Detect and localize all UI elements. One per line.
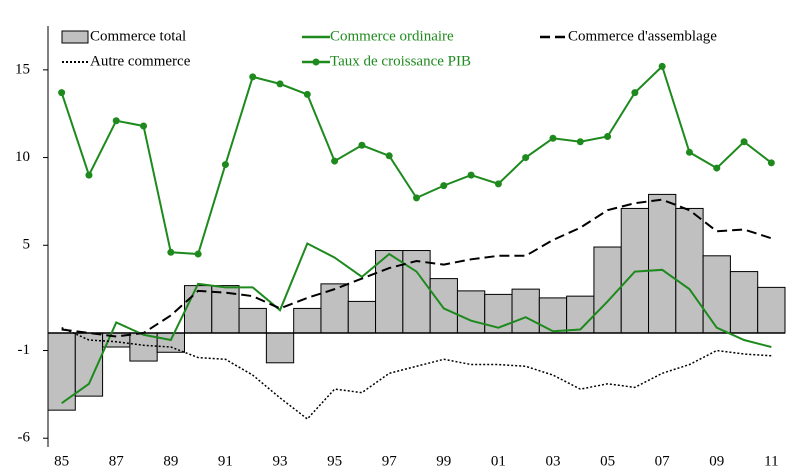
x-tick-label: 03: [545, 453, 560, 469]
x-tick-label: 07: [655, 453, 671, 469]
marker: [767, 159, 775, 167]
bar: [702, 255, 731, 334]
marker: [167, 248, 175, 256]
marker: [194, 250, 202, 258]
bar: [293, 307, 322, 334]
x-tick-label: 89: [163, 453, 178, 469]
bar: [47, 332, 76, 411]
marker: [604, 133, 612, 141]
bar: [675, 207, 704, 334]
marker: [549, 134, 557, 142]
line: [61, 327, 772, 420]
marker: [58, 89, 66, 97]
marker: [494, 180, 502, 188]
marker: [303, 90, 311, 98]
bar: [538, 297, 568, 334]
x-tick-label: 11: [764, 453, 778, 469]
marker: [276, 80, 284, 88]
bar: [729, 271, 759, 334]
marker: [713, 164, 721, 172]
line: [61, 242, 772, 404]
y-tick-label: -6: [18, 430, 31, 446]
marker: [658, 62, 666, 70]
bar: [265, 332, 295, 364]
marker: [85, 171, 93, 179]
legend-label: Commerce ordinaire: [330, 28, 454, 44]
bar: [183, 285, 213, 334]
marker: [467, 171, 475, 179]
legend-swatch: [61, 30, 89, 44]
marker: [221, 161, 229, 169]
marker: [385, 152, 393, 160]
marker: [249, 73, 257, 81]
y-tick-label: 10: [15, 149, 30, 165]
bar: [238, 307, 267, 334]
x-tick-label: 85: [54, 453, 69, 469]
x-tick-label: 99: [436, 453, 451, 469]
marker: [740, 138, 748, 146]
x-tick-label: 97: [382, 453, 398, 469]
marker: [576, 138, 584, 146]
bar: [320, 283, 349, 334]
y-tick-label: 5: [23, 237, 31, 253]
marker: [331, 157, 339, 165]
y-tick-label: -1: [18, 342, 31, 358]
legend-label: Autre commerce: [90, 53, 191, 69]
bar: [429, 278, 458, 334]
x-tick-label: 91: [218, 453, 233, 469]
bar: [511, 288, 540, 334]
marker: [140, 122, 148, 130]
line: [61, 198, 772, 338]
bar: [156, 332, 185, 353]
x-tick-label: 01: [491, 453, 506, 469]
marker: [112, 117, 120, 125]
marker: [358, 141, 366, 149]
x-tick-label: 05: [600, 453, 615, 469]
legend-label: Commerce d'assemblage: [568, 28, 717, 44]
bar: [757, 286, 786, 334]
marker: [440, 182, 448, 190]
legend-label: Commerce total: [90, 28, 186, 44]
x-tick-label: 93: [273, 453, 288, 469]
x-tick-label: 09: [709, 453, 724, 469]
legend-label: Taux de croissance PIB: [330, 53, 471, 69]
marker: [413, 194, 420, 202]
bar: [129, 332, 158, 362]
marker: [685, 148, 693, 156]
marker: [522, 154, 530, 162]
legend-marker: [312, 58, 320, 66]
bar: [566, 295, 595, 334]
y-tick-label: 15: [15, 61, 30, 77]
bar: [456, 290, 486, 334]
x-tick-label: 95: [327, 453, 342, 469]
marker: [631, 89, 639, 97]
bar: [347, 300, 377, 334]
bar: [648, 193, 677, 334]
x-tick-label: 87: [109, 453, 125, 469]
